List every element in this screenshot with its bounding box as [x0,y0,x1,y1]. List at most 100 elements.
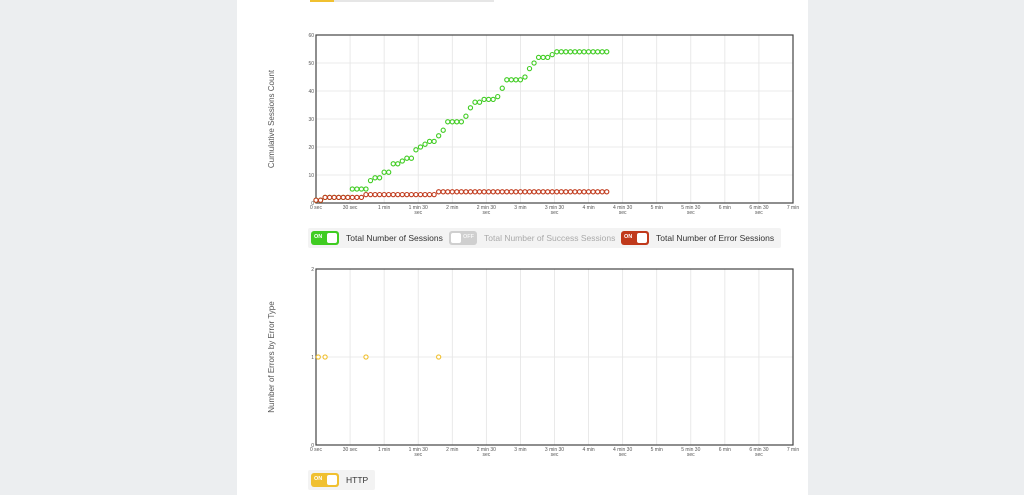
errors-xtick-label-line2: sec [482,452,490,458]
sessions-point-error [358,194,365,201]
sessions-point-total [604,49,610,55]
errors-toggle-switch[interactable]: ON [311,473,339,487]
toggle-knob [637,233,647,243]
errors-xtick-label: 6 min 30 [749,447,768,453]
sessions-point-total [545,54,551,61]
sessions-point-total [431,138,437,145]
sessions-point-total [463,113,469,119]
sessions-point-total [367,177,374,184]
sessions-xtick-label: 3 min [514,205,526,211]
sessions-point-total [522,74,528,80]
sessions-xtick-label: 4 min [582,205,594,211]
sessions-point-total [549,51,555,58]
toggle-knob [451,233,461,243]
errors-xtick-label: 1 min 30 [409,447,428,453]
sessions-toggle-switch[interactable]: ON [311,231,339,245]
sessions-legend-item[interactable]: ON Total Number of Sessions [308,228,450,248]
errors-xtick-label: 1 min [378,447,390,453]
sessions-point-error [317,197,324,203]
sessions-xtick-label-line2: sec [482,210,490,216]
sessions-point-error [604,189,610,195]
sessions-legend-label: Total Number of Success Sessions [484,233,616,243]
sessions-point-total [499,85,505,91]
toggle-state-label: ON [314,476,323,482]
sessions-ytick-label: 0 [311,201,314,207]
toggle-state-label: OFF [463,234,474,240]
sessions-legend-item[interactable]: OFF Total Number of Success Sessions [446,228,623,248]
sessions-point-total [458,119,465,125]
errors-xtick-label: 4 min 30 [613,447,632,453]
toggle-state-label: ON [314,234,323,240]
errors-xtick-label: 7 min [787,447,799,453]
errors-xtick-label: 5 min 30 [681,447,700,453]
errors-xtick-label-line2: sec [551,452,559,458]
errors-y-axis-title: Number of Errors by Error Type [267,301,276,413]
sessions-point-total [436,133,442,139]
sessions-point-total [490,96,496,103]
errors-xtick-label: 30 sec [343,447,358,453]
sessions-y-axis-title: Cumulative Sessions Count [267,69,276,168]
sessions-xtick-label: 4 min 30 [613,205,632,211]
sessions-legend-label: Total Number of Error Sessions [656,233,775,243]
sessions-xtick-label: 6 min [719,205,731,211]
toggle-knob [327,233,337,243]
sessions-xtick-label: 6 min 30 [749,205,768,211]
sessions-point-total [467,105,474,111]
sessions-point-total [417,144,424,150]
sessions-point-total [495,93,501,100]
top-scroll-indicator-accent [310,0,334,2]
sessions-point-total [531,60,537,66]
sessions-legend-item[interactable]: ON Total Number of Error Sessions [618,228,782,248]
errors-point-http [322,354,328,360]
errors-legend-item[interactable]: ON HTTP [308,470,376,490]
sessions-xtick-label-line2: sec [619,210,627,216]
errors-xtick-label: 2 min 30 [477,447,496,453]
errors-xtick-label: 3 min [514,447,526,453]
sessions-xtick-label: 7 min [787,205,799,211]
sessions-point-total [440,127,446,133]
sessions-ytick-label: 20 [308,145,314,151]
sessions-ytick-label: 40 [308,89,314,95]
sessions-xtick-label: 5 min [651,205,663,211]
sessions-xtick-label-line2: sec [414,210,422,216]
sessions-ytick-label: 10 [308,173,314,179]
sessions-ytick-label: 50 [308,61,314,67]
sessions-point-total [413,147,419,153]
errors-xtick-label-line2: sec [414,452,422,458]
toggle-state-label: ON [624,234,633,240]
errors-point-http [436,354,442,360]
sessions-point-total [422,141,428,147]
errors-ytick-label: 1 [311,355,314,361]
sessions-point-total [376,175,383,181]
sessions-point-total [386,169,392,175]
sessions-toggle-switch[interactable]: OFF [449,231,477,245]
sessions-toggle-switch[interactable]: ON [621,231,649,245]
errors-point-http [363,354,369,360]
sessions-point-total [517,77,524,83]
sessions-xtick-label-line2: sec [551,210,559,216]
toggle-knob [327,475,337,485]
errors-xtick-label-line2: sec [619,452,627,458]
sessions-xtick-label: 0 sec [310,205,322,211]
sessions-xtick-label: 3 min 30 [545,205,564,211]
errors-xtick-label: 4 min [582,447,594,453]
sessions-xtick-label-line2: sec [755,210,763,216]
errors-point-http [315,354,321,360]
errors-xtick-label: 5 min [651,447,663,453]
errors-ytick-label: 2 [311,267,314,273]
errors-xtick-label-line2: sec [755,452,763,458]
sessions-xtick-label: 1 min [378,205,390,211]
sessions-point-total [395,161,401,167]
errors-xtick-label: 3 min 30 [545,447,564,453]
errors-legend-label: HTTP [346,475,369,485]
sessions-point-total [526,65,533,72]
sessions-xtick-label: 5 min 30 [681,205,700,211]
sessions-xtick-label: 2 min [446,205,458,211]
sessions-legend-label: Total Number of Sessions [346,233,443,243]
sessions-ytick-label: 30 [308,117,314,123]
errors-xtick-label: 0 sec [310,447,322,453]
sessions-ytick-label: 60 [308,33,314,39]
sessions-point-total [476,99,483,105]
